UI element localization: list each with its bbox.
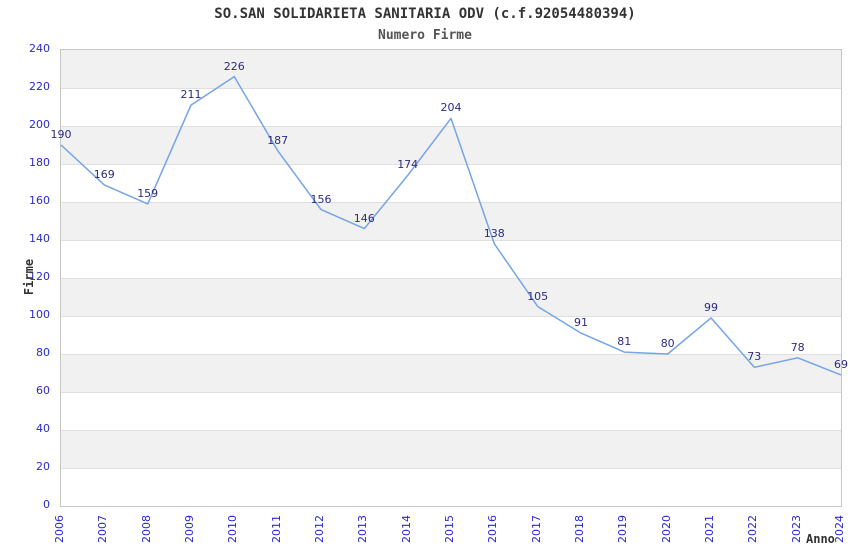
point-label-2024: 69 [834,357,848,371]
point-label-2021: 99 [704,300,718,314]
point-label-2023: 78 [790,340,805,354]
ytick-240: 240 [29,42,50,55]
xtick-2016: 2016 [486,515,500,543]
ytick-20: 20 [36,460,50,473]
ytick-180: 180 [29,156,50,169]
point-label-2008: 159 [137,186,159,200]
point-label-2017: 105 [527,289,549,303]
ytick-0: 0 [43,498,50,511]
point-label-2014: 174 [397,158,419,172]
xtick-2015: 2015 [443,515,456,543]
xtick-2021: 2021 [703,515,716,543]
xtick-2012: 2012 [313,515,326,543]
point-label-2016: 138 [483,226,505,240]
point-label-2015: 204 [440,101,462,115]
y-axis-title: Firme [22,258,36,296]
xtick-2018: 2018 [573,515,586,543]
point-label-2020: 80 [660,337,675,350]
gridline-y-200 [61,126,841,127]
point-label-2007: 169 [93,167,115,181]
xtick-2008: 2008 [139,515,153,543]
gridline-y-120 [61,278,841,279]
gridline-y-80 [61,354,841,355]
ytick-160: 160 [29,194,50,207]
xtick-2014: 2014 [399,515,413,543]
point-label-2010: 226 [223,59,245,73]
xtick-2020: 2020 [659,515,673,543]
gridline-y-60 [61,392,841,393]
xtick-2010: 2010 [226,515,240,543]
xtick-2024: 2024 [833,515,846,543]
ytick-140: 140 [29,232,50,245]
ytick-100: 100 [29,308,50,321]
plot-area: 190 169 159 211 226 187 156 146 174 204 138 105 91 81… [51,49,848,507]
data-line [60,75,842,376]
point-label-2013: 146 [353,211,375,225]
point-label-2006: 190 [50,128,72,141]
xtick-2011: 2011 [269,515,283,543]
ytick-200: 200 [29,118,50,131]
xtick-2019: 2019 [616,515,630,543]
point-label-2011: 187 [267,133,289,147]
point-label-2022: 73 [747,350,762,364]
chart-title: SO.SAN SOLIDARIETA SANITARIA ODV (c.f.92… [214,6,636,22]
xtick-2009: 2009 [183,515,196,543]
gridline-y-180 [61,164,841,165]
gridline-y-160 [61,202,841,203]
point-label-2012: 156 [310,192,332,206]
ytick-60: 60 [36,384,50,397]
x-axis-title: Anno [806,532,835,546]
data-line-svg [60,75,842,376]
xtick-2022: 2022 [746,515,760,543]
gridline-y-40 [61,430,841,431]
xtick-2013: 2013 [356,515,370,543]
ytick-40: 40 [36,422,50,435]
gridline-y-100 [61,316,841,317]
xtick-2007: 2007 [96,515,110,543]
ytick-220: 220 [29,80,50,93]
point-label-2019: 81 [617,335,632,349]
xtick-2023: 2023 [789,515,803,543]
chart-subtitle: Numero Firme [378,28,472,43]
xtick-2017: 2017 [529,515,543,543]
xtick-2006: 2006 [53,515,66,543]
gridline-y-140 [61,240,841,241]
point-label-2018: 91 [574,316,588,330]
ytick-80: 80 [36,346,50,359]
gridline-y-20 [61,468,841,469]
gridline-y-220 [61,88,841,89]
point-label-2009: 211 [180,88,202,102]
ytick-120: 120 [29,270,50,283]
